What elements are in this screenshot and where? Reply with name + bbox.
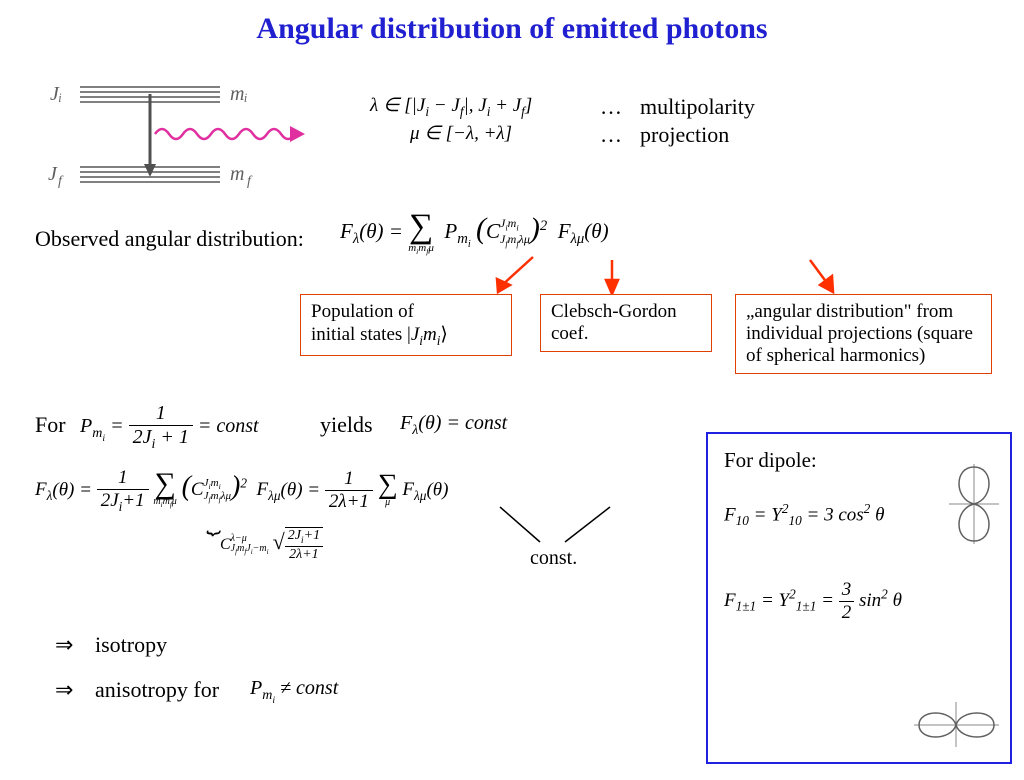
const-label: const. [530, 547, 577, 570]
implies-1: ⇒ [55, 632, 73, 658]
dipole-box: For dipole: F10 = Y210 = 3 cos2 θ F1±1 =… [706, 432, 1012, 764]
multipolarity-formula: λ ∈ [|Ji − Jf|, Ji + Jf] [370, 94, 532, 120]
underbrace-formula: Cλ−μJfmfJi−mi √ 2Ji+1 2λ+1 [220, 527, 323, 563]
projection-label: projection [640, 122, 729, 148]
implies-2: ⇒ [55, 677, 73, 703]
page-title: Angular distribution of emitted photons [0, 12, 1024, 46]
svg-text:J: J [48, 163, 58, 185]
svg-text:f: f [247, 174, 253, 189]
population-box: Population ofinitial states |Jimi⟩ [300, 294, 512, 356]
anisotropy-label: anisotropy for [95, 677, 219, 703]
yields-formula: Fλ(θ) = const [400, 412, 507, 439]
svg-text:f: f [58, 174, 64, 189]
sin2-polar-icon [909, 697, 1004, 752]
yields-label: yields [320, 412, 373, 438]
angular-box: „angular distribution" from individual p… [735, 294, 992, 374]
dipole-f1pm1: F1±1 = Y21±1 = 3 2 sin2 θ [724, 579, 994, 624]
const-formula: Pmi = 1 2Ji + 1 = const [80, 402, 259, 453]
svg-text:m: m [230, 163, 244, 185]
transition-diagram: Jᵢ mᵢ J f m f [20, 72, 320, 192]
observed-label: Observed angular distribution: [35, 226, 304, 252]
projection-formula: μ ∈ [−λ, +λ] [410, 122, 512, 145]
svg-text:Jᵢ: Jᵢ [50, 83, 62, 105]
ellipsis-2: … [600, 122, 622, 148]
anisotropy-formula: Pmi ≠ const [250, 677, 338, 706]
const-lines [480, 492, 680, 572]
expanded-formula: Fλ(θ) = 1 2Ji+1 ∑ mimfμ (CJimiJfmfλμ)2 ⏟… [35, 467, 448, 515]
for-label: For [35, 412, 66, 438]
isotropy-label: isotropy [95, 632, 167, 658]
clebsch-box: Clebsch-Gordon coef. [540, 294, 712, 352]
svg-text:mᵢ: mᵢ [230, 83, 248, 105]
ellipsis-1: … [600, 94, 622, 120]
main-formula: Fλ(θ) = ∑ mimfμ Pmi (CJimiJfmfλμ)2 Fλμ(θ… [340, 212, 609, 254]
cos2-polar-icon [944, 459, 1004, 549]
multipolarity-label: multipolarity [640, 94, 755, 120]
